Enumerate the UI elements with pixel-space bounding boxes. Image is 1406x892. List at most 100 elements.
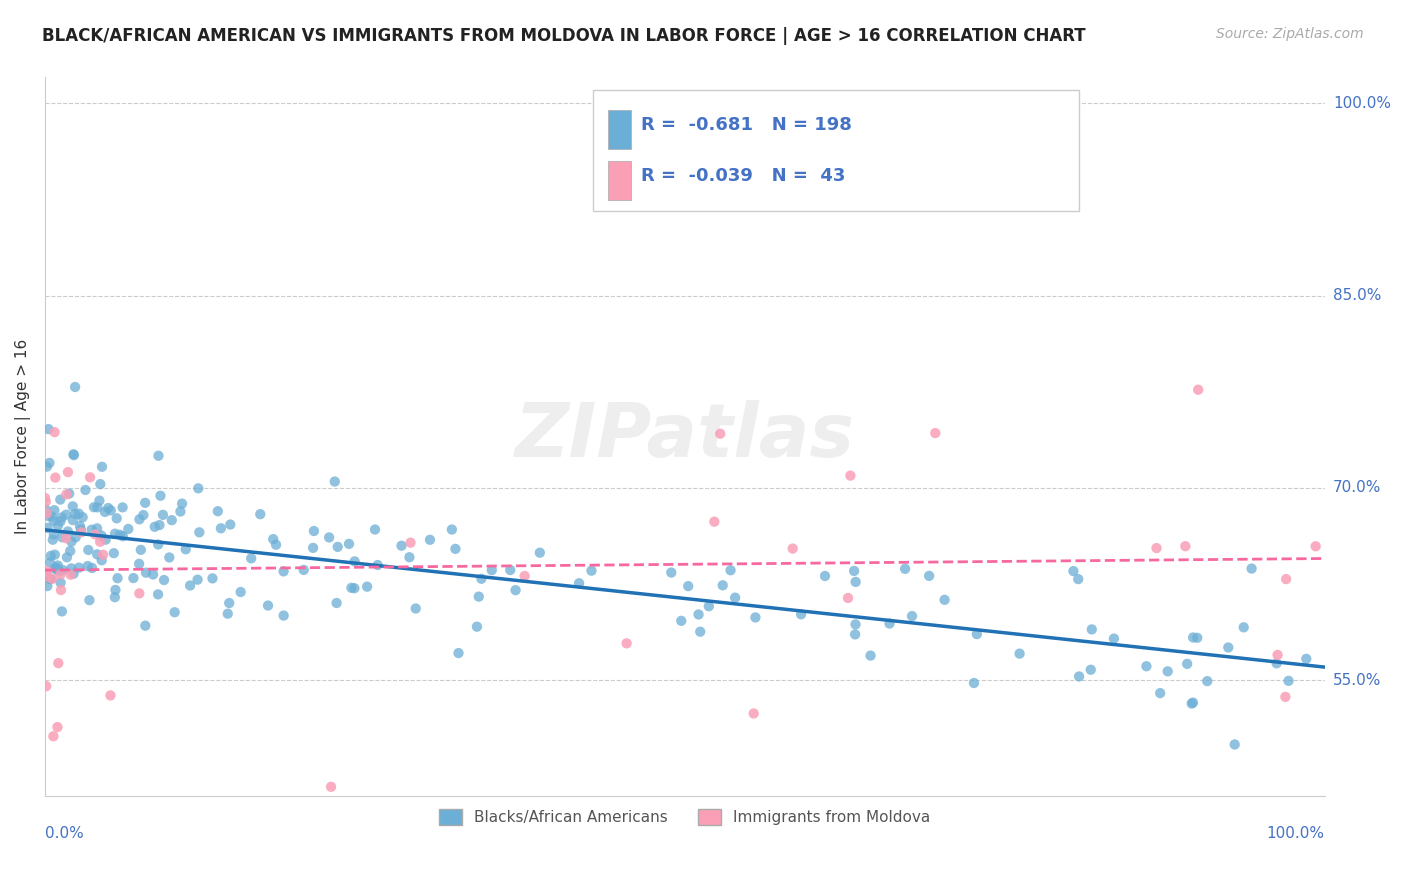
Point bbox=[111, 529, 134, 543]
Point bbox=[481, 563, 503, 577]
Point bbox=[134, 618, 156, 632]
FancyBboxPatch shape bbox=[593, 90, 1078, 211]
Point bbox=[1067, 572, 1090, 586]
Point bbox=[1146, 541, 1168, 555]
Point bbox=[1295, 652, 1317, 666]
Point bbox=[100, 503, 122, 517]
Point bbox=[56, 550, 79, 565]
Point bbox=[143, 520, 166, 534]
Point bbox=[48, 564, 70, 578]
Text: 55.0%: 55.0% bbox=[1333, 673, 1381, 688]
Point bbox=[42, 729, 65, 743]
Point bbox=[86, 500, 108, 515]
Point bbox=[56, 465, 79, 479]
Point bbox=[302, 524, 325, 538]
Point bbox=[56, 524, 79, 539]
Point bbox=[688, 607, 710, 622]
Point bbox=[273, 565, 295, 579]
Point bbox=[918, 569, 941, 583]
Text: BLACK/AFRICAN AMERICAN VS IMMIGRANTS FROM MOLDOVA IN LABOR FORCE | AGE > 16 CORR: BLACK/AFRICAN AMERICAN VS IMMIGRANTS FRO… bbox=[42, 27, 1085, 45]
Point bbox=[55, 508, 77, 522]
Point bbox=[44, 503, 66, 517]
Point bbox=[513, 569, 536, 583]
Point bbox=[153, 573, 176, 587]
Point bbox=[179, 578, 201, 592]
Point bbox=[894, 562, 917, 576]
Point bbox=[1062, 564, 1084, 578]
Point bbox=[41, 509, 63, 524]
Point bbox=[1187, 631, 1209, 645]
Point bbox=[364, 523, 387, 537]
Point bbox=[52, 563, 75, 577]
Point bbox=[163, 605, 186, 619]
Point bbox=[35, 506, 58, 520]
Point bbox=[62, 500, 84, 514]
Point bbox=[35, 567, 58, 582]
Point bbox=[1187, 383, 1209, 397]
Point bbox=[325, 596, 347, 610]
Point bbox=[38, 456, 60, 470]
Point bbox=[568, 576, 591, 591]
Point bbox=[55, 531, 77, 545]
Point bbox=[879, 616, 901, 631]
Point bbox=[209, 521, 232, 535]
Point bbox=[187, 573, 209, 587]
Point bbox=[49, 582, 72, 597]
Point bbox=[934, 592, 956, 607]
Point bbox=[90, 528, 112, 542]
Point bbox=[60, 561, 83, 575]
Point bbox=[142, 567, 165, 582]
Point bbox=[67, 560, 90, 574]
Point bbox=[37, 521, 59, 535]
Point bbox=[111, 500, 134, 515]
Point bbox=[152, 508, 174, 522]
Point bbox=[709, 426, 731, 441]
Point bbox=[122, 571, 145, 585]
Point bbox=[343, 554, 366, 568]
Point bbox=[160, 513, 183, 527]
Point bbox=[37, 509, 59, 524]
Point bbox=[174, 542, 197, 557]
Point bbox=[170, 497, 193, 511]
Point bbox=[391, 539, 413, 553]
Text: R =  -0.681   N = 198: R = -0.681 N = 198 bbox=[641, 116, 852, 134]
Point bbox=[1218, 640, 1240, 655]
Point bbox=[103, 546, 125, 560]
Point bbox=[845, 574, 868, 589]
Point bbox=[55, 487, 77, 501]
Point bbox=[35, 459, 58, 474]
Point bbox=[100, 689, 122, 703]
Point bbox=[249, 507, 271, 521]
Point bbox=[46, 518, 69, 533]
Point bbox=[49, 492, 72, 507]
Point bbox=[966, 627, 988, 641]
Text: 70.0%: 70.0% bbox=[1333, 481, 1381, 495]
Point bbox=[41, 572, 63, 586]
Point bbox=[49, 575, 72, 590]
Point bbox=[84, 527, 107, 541]
Point bbox=[91, 548, 114, 562]
Point bbox=[79, 470, 101, 484]
Point bbox=[419, 533, 441, 547]
Point bbox=[218, 596, 240, 610]
Point bbox=[51, 510, 73, 524]
Point bbox=[1265, 657, 1288, 671]
Point bbox=[39, 572, 62, 586]
Point bbox=[49, 567, 72, 582]
Point bbox=[94, 533, 117, 547]
Point bbox=[529, 546, 551, 560]
Point bbox=[440, 523, 463, 537]
Point bbox=[148, 518, 170, 533]
Point bbox=[1275, 572, 1298, 586]
Point bbox=[97, 501, 120, 516]
Point bbox=[63, 448, 86, 462]
Point bbox=[79, 593, 101, 607]
Point bbox=[129, 542, 152, 557]
Point bbox=[35, 495, 58, 509]
Point bbox=[356, 580, 378, 594]
Point bbox=[465, 620, 488, 634]
Point bbox=[229, 585, 252, 599]
Point bbox=[444, 541, 467, 556]
Text: ZIPatlas: ZIPatlas bbox=[515, 401, 855, 473]
Point bbox=[273, 608, 295, 623]
